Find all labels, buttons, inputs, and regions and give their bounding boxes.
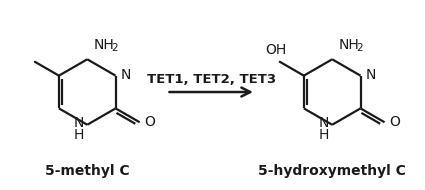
Text: N: N — [74, 116, 84, 130]
Text: 2: 2 — [111, 43, 118, 53]
Text: 2: 2 — [356, 43, 363, 53]
Text: N: N — [366, 68, 376, 82]
Text: 5-hydroxymethyl C: 5-hydroxymethyl C — [258, 164, 406, 178]
Text: O: O — [389, 115, 400, 129]
Text: H: H — [319, 128, 329, 142]
Text: O: O — [144, 115, 155, 129]
Text: H: H — [74, 128, 84, 142]
Text: 5-methyl C: 5-methyl C — [45, 164, 130, 178]
Text: NH: NH — [338, 38, 359, 52]
Text: NH: NH — [93, 38, 114, 52]
Text: TET1, TET2, TET3: TET1, TET2, TET3 — [147, 73, 276, 86]
Text: N: N — [121, 68, 131, 82]
Text: OH: OH — [265, 43, 286, 57]
Text: N: N — [319, 116, 329, 130]
